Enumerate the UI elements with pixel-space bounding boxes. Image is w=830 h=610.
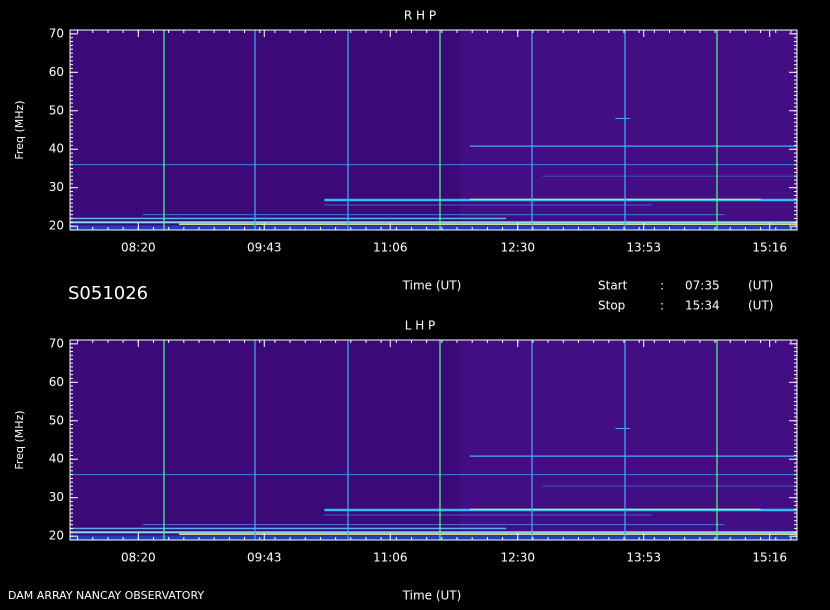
emission-band (70, 164, 797, 166)
x-tick-label: 12:30 (500, 551, 535, 565)
emission-band (70, 474, 797, 476)
emission-band (70, 221, 797, 224)
y-tick-label: 30 (49, 180, 64, 194)
y-axis-label: Freq (MHz) (13, 100, 26, 159)
panel-title: R H P (404, 9, 436, 23)
x-tick-label: 09:43 (247, 551, 282, 565)
spectrogram-haze (460, 30, 797, 230)
session-label: S051026 (68, 283, 148, 304)
x-axis-label: Time (UT) (402, 589, 462, 603)
y-tick-label: 60 (49, 375, 64, 389)
emission-band (324, 198, 797, 202)
y-tick-label: 30 (49, 490, 64, 504)
x-tick-label: 09:43 (247, 241, 282, 255)
emission-band (324, 508, 797, 512)
emission-band (615, 427, 630, 429)
emission-band (179, 533, 798, 535)
y-tick-label: 20 (49, 219, 64, 233)
spectrogram-panel: 20 30 40 50 60 70 08:20 09:43 11:06 12:30 13:53 15:… (13, 319, 798, 603)
y-tick-label: 50 (49, 413, 64, 427)
emission-band (324, 514, 652, 516)
spectrogram-haze (460, 340, 797, 540)
y-tick-label: 70 (49, 336, 64, 350)
stop-unit: (UT) (748, 299, 773, 313)
emission-band (142, 214, 725, 216)
x-tick-label: 11:06 (373, 241, 408, 255)
y-tick-label: 20 (49, 529, 64, 543)
footer-label: DAM ARRAY NANCAY OBSERVATORY (8, 589, 204, 602)
x-tick-label: 15:16 (752, 241, 787, 255)
y-tick-label: 40 (49, 452, 64, 466)
emission-band (542, 175, 797, 177)
x-tick-label: 13:53 (626, 241, 661, 255)
emission-band (70, 527, 507, 530)
x-tick-label: 11:06 (373, 551, 408, 565)
stop-label: Stop (598, 299, 625, 313)
emission-floor (70, 535, 797, 540)
x-tick-label: 08:20 (121, 241, 156, 255)
stop-sep: : (660, 299, 664, 313)
stop-time: 15:34 (685, 299, 720, 313)
emission-band (70, 217, 507, 220)
emission-floor (70, 225, 797, 230)
emission-band (542, 485, 797, 487)
emission-band (324, 204, 652, 206)
emission-band (469, 455, 797, 457)
emission-band (179, 223, 798, 225)
start-unit: (UT) (748, 279, 773, 293)
emission-band (469, 508, 761, 510)
emission-band (70, 531, 797, 534)
y-tick-label: 70 (49, 26, 64, 40)
spectrogram-panel: 20 30 40 50 60 70 08:20 09:43 11:06 12:30 13:53 15:… (13, 9, 798, 293)
x-tick-label: 08:20 (121, 551, 156, 565)
emission-band (469, 145, 797, 147)
emission-band (142, 524, 725, 526)
x-axis-label: Time (UT) (402, 279, 462, 293)
y-tick-label: 60 (49, 65, 64, 79)
x-tick-label: 15:16 (752, 551, 787, 565)
x-tick-label: 13:53 (626, 551, 661, 565)
panel-title: L H P (405, 319, 436, 333)
emission-band (615, 117, 630, 119)
y-tick-label: 40 (49, 142, 64, 156)
start-time: 07:35 (685, 279, 720, 293)
x-tick-label: 12:30 (500, 241, 535, 255)
start-label: Start (598, 279, 628, 293)
y-axis-label: Freq (MHz) (13, 410, 26, 469)
start-sep: : (660, 279, 664, 293)
emission-band (469, 198, 761, 200)
y-tick-label: 50 (49, 103, 64, 117)
